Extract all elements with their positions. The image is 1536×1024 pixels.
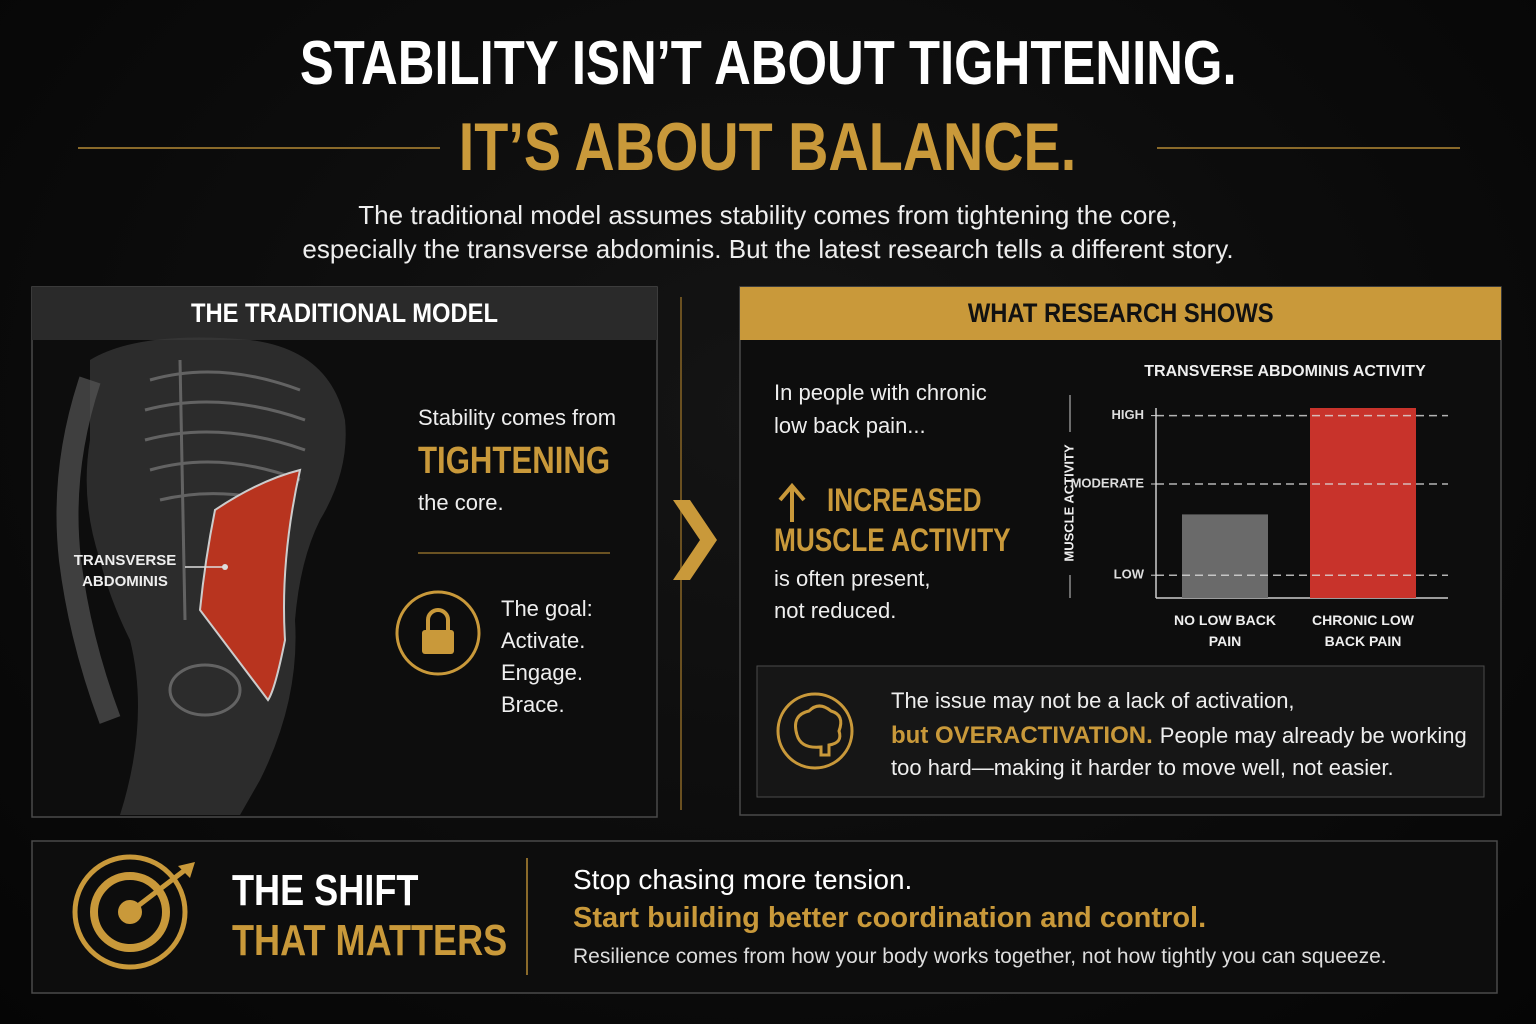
title: IT’S ABOUT BALANCE. (0, 108, 1536, 186)
title-line: STABILITY ISN’T ABOUT TIGHTENING. (299, 29, 1237, 98)
y-tick-label: HIGH (1112, 407, 1145, 422)
chart-title: TRANSVERSE ABDOMINIS ACTIVITY (1144, 363, 1426, 380)
research-tail: not reduced. (774, 598, 897, 623)
muscle-label: ABDOMINIS (82, 573, 168, 590)
note-line: too hard—making it harder to move well, … (891, 755, 1394, 780)
goal-line: The goal: (501, 596, 593, 621)
y-tick-label: MODERATE (1071, 475, 1145, 490)
emphasis: INCREASED (827, 482, 982, 518)
y-tick-label: LOW (1114, 567, 1145, 582)
goal-line: Activate. (501, 628, 586, 653)
emphasis: MUSCLE ACTIVITY (774, 522, 1011, 558)
x-tick-label: NO LOW BACK PAIN (1174, 612, 1276, 649)
title-line: IT’S ABOUT BALANCE. (459, 109, 1077, 185)
research-intro: low back pain... (774, 413, 926, 438)
heading-text: THE TRADITIONAL MODEL (190, 298, 499, 328)
note-line: The issue may not be a lack of activatio… (891, 688, 1295, 713)
note-text: People may already be working (1159, 723, 1467, 748)
title: STABILITY ISN’T ABOUT TIGHTENING. (0, 28, 1536, 99)
shift-line: Stop chasing more tension. (573, 864, 913, 895)
note-emphasis: but OVERACTIVATION. (891, 722, 1153, 749)
shift-heading: THE SHIFT (232, 866, 419, 915)
heading-text: WHAT RESEARCH SHOWS (967, 298, 1274, 328)
panel-heading: WHAT RESEARCH SHOWS (740, 298, 1501, 329)
research-tail: is often present, (774, 566, 931, 591)
goal-line: Brace. (501, 692, 565, 717)
y-axis-label: MUSCLE ACTIVITY (1061, 444, 1076, 562)
bar (1310, 408, 1416, 598)
shift-line: Start building better coordination and c… (573, 902, 1207, 934)
bar (1182, 514, 1268, 598)
intro: The traditional model assumes stability … (358, 200, 1178, 230)
shift-heading: THAT MATTERS (232, 916, 508, 965)
lead-text: Stability comes from (418, 405, 617, 430)
research-intro: In people with chronic (774, 380, 987, 405)
panel-heading: THE TRADITIONAL MODEL (32, 298, 657, 329)
tail-text: the core. (418, 490, 504, 515)
muscle-label: TRANSVERSE (73, 552, 177, 569)
shift-line: Resilience comes from how your body work… (573, 945, 1387, 968)
x-tick-label: CHRONIC LOW BACK PAIN (1312, 612, 1414, 649)
note-line: but OVERACTIVATION. People may already be… (891, 722, 1467, 750)
emphasis: TIGHTENING (418, 440, 611, 482)
intro: especially the transverse abdominis. But… (302, 234, 1234, 264)
goal-line: Engage. (501, 660, 583, 685)
